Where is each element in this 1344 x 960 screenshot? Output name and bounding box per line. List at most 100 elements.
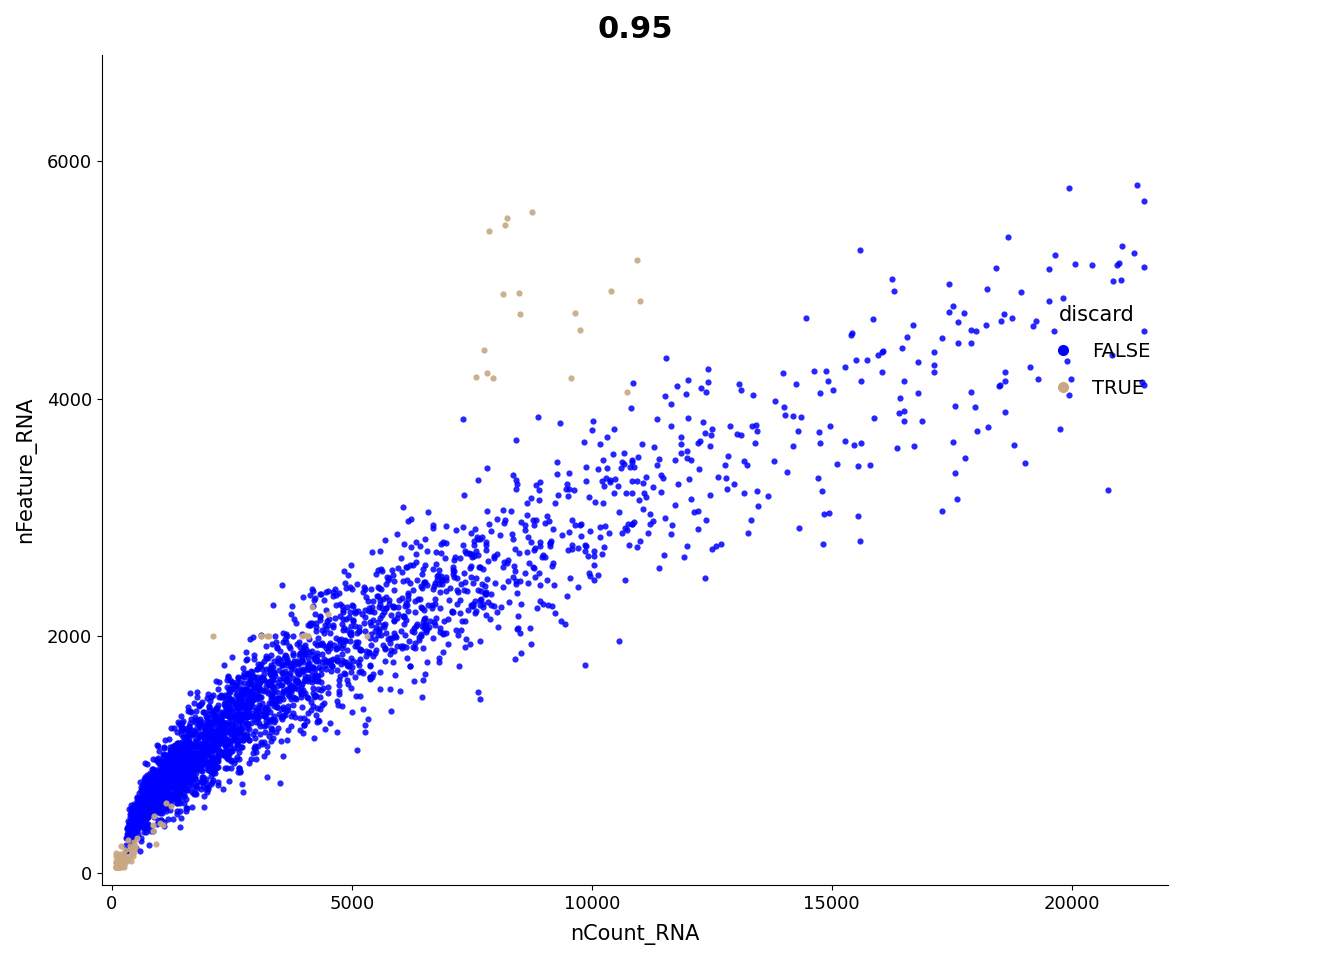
- Point: [118, 820, 140, 835]
- Point: [445, 523, 466, 539]
- Point: [520, 490, 542, 505]
- Point: [492, 579, 513, 594]
- Point: [414, 532, 435, 547]
- Point: [117, 813, 138, 828]
- Point: [329, 608, 351, 623]
- Point: [366, 642, 387, 658]
- Point: [226, 675, 247, 690]
- Point: [214, 723, 235, 738]
- Point: [254, 673, 276, 688]
- Point: [849, 534, 871, 549]
- Point: [902, 317, 923, 332]
- Point: [156, 775, 177, 790]
- Point: [191, 757, 212, 773]
- Point: [218, 683, 239, 698]
- Point: [171, 778, 192, 793]
- Point: [516, 495, 538, 511]
- Point: [591, 547, 613, 563]
- Point: [231, 740, 253, 756]
- Point: [134, 786, 156, 802]
- Point: [524, 540, 546, 555]
- Point: [991, 313, 1012, 328]
- Point: [320, 662, 341, 678]
- Point: [156, 763, 177, 779]
- Point: [543, 555, 564, 570]
- Point: [122, 828, 144, 843]
- Point: [293, 647, 314, 662]
- Point: [125, 822, 146, 837]
- Point: [208, 746, 230, 761]
- Point: [278, 683, 300, 698]
- Point: [676, 539, 698, 554]
- Point: [323, 619, 344, 635]
- Point: [383, 600, 405, 615]
- Point: [185, 761, 207, 777]
- Point: [114, 851, 136, 866]
- Point: [293, 589, 314, 605]
- Point: [442, 563, 464, 578]
- Point: [271, 678, 293, 693]
- Point: [177, 700, 199, 715]
- Point: [134, 825, 156, 840]
- Point: [344, 670, 366, 685]
- Point: [812, 484, 833, 499]
- Point: [587, 567, 609, 583]
- Point: [124, 821, 145, 836]
- Point: [210, 711, 231, 727]
- Point: [160, 750, 181, 765]
- Point: [106, 860, 128, 876]
- Point: [360, 626, 382, 641]
- Point: [482, 599, 504, 614]
- Point: [673, 550, 695, 565]
- Point: [179, 761, 200, 777]
- Point: [184, 770, 206, 785]
- Point: [140, 765, 161, 780]
- Point: [211, 722, 233, 737]
- Point: [249, 674, 270, 689]
- Point: [1052, 291, 1074, 306]
- Point: [238, 732, 259, 748]
- Point: [164, 760, 185, 776]
- Point: [126, 790, 148, 805]
- Point: [327, 652, 348, 667]
- Point: [269, 694, 290, 709]
- Point: [210, 733, 231, 749]
- Point: [195, 756, 216, 771]
- Point: [124, 828, 145, 843]
- Point: [218, 708, 239, 724]
- Point: [126, 802, 148, 817]
- Point: [227, 741, 249, 756]
- Point: [120, 823, 141, 838]
- Point: [202, 710, 223, 726]
- Point: [293, 642, 314, 658]
- Point: [149, 778, 171, 793]
- Point: [194, 727, 215, 742]
- Point: [200, 769, 222, 784]
- Point: [157, 765, 179, 780]
- Point: [676, 444, 698, 459]
- Point: [340, 618, 362, 634]
- Point: [112, 847, 133, 862]
- Point: [219, 736, 241, 752]
- Point: [242, 630, 263, 645]
- Point: [757, 489, 778, 504]
- Point: [261, 647, 282, 662]
- Point: [575, 459, 597, 474]
- Point: [191, 753, 212, 768]
- Point: [206, 702, 227, 717]
- Point: [132, 808, 153, 824]
- Point: [480, 587, 501, 602]
- Point: [124, 834, 145, 850]
- Point: [138, 783, 160, 799]
- Point: [112, 848, 133, 863]
- Point: [190, 736, 211, 752]
- Point: [117, 821, 138, 836]
- Point: [375, 601, 396, 616]
- Point: [196, 780, 218, 795]
- Point: [288, 682, 309, 697]
- Point: [267, 655, 289, 670]
- Point: [468, 548, 489, 564]
- Point: [130, 797, 152, 812]
- Point: [516, 544, 538, 560]
- Point: [284, 612, 305, 627]
